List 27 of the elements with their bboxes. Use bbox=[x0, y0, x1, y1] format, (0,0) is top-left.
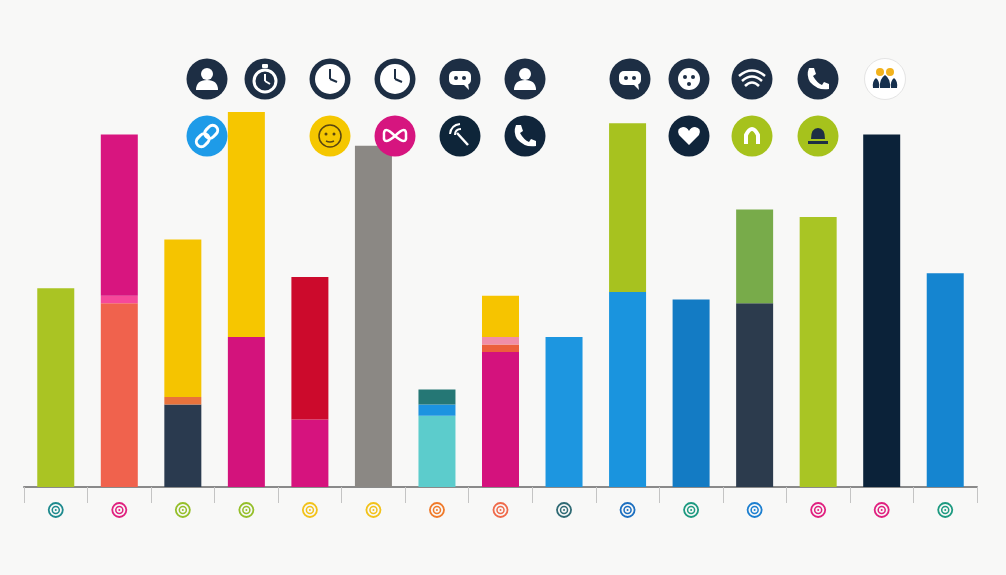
bar bbox=[100, 295, 138, 304]
bar bbox=[926, 273, 964, 487]
bar bbox=[418, 389, 456, 405]
bar bbox=[164, 404, 202, 487]
bar bbox=[609, 123, 647, 292]
bar bbox=[482, 337, 519, 345]
bar bbox=[37, 288, 75, 487]
bar bbox=[482, 295, 519, 337]
bar bbox=[609, 292, 647, 487]
bar bbox=[100, 303, 138, 487]
bar bbox=[227, 112, 265, 337]
bar bbox=[418, 404, 456, 416]
bar bbox=[291, 419, 329, 487]
bar bbox=[482, 344, 519, 352]
bar bbox=[736, 303, 774, 487]
bar bbox=[672, 299, 710, 487]
bar bbox=[100, 134, 138, 296]
bar bbox=[164, 239, 202, 397]
bar bbox=[291, 277, 329, 420]
bar bbox=[736, 209, 774, 304]
bar bbox=[545, 337, 583, 487]
bar bbox=[863, 134, 901, 487]
bar bbox=[164, 397, 202, 405]
bar bbox=[799, 217, 837, 487]
bar bbox=[482, 352, 519, 487]
bar bbox=[227, 337, 265, 487]
bar bbox=[418, 415, 456, 487]
